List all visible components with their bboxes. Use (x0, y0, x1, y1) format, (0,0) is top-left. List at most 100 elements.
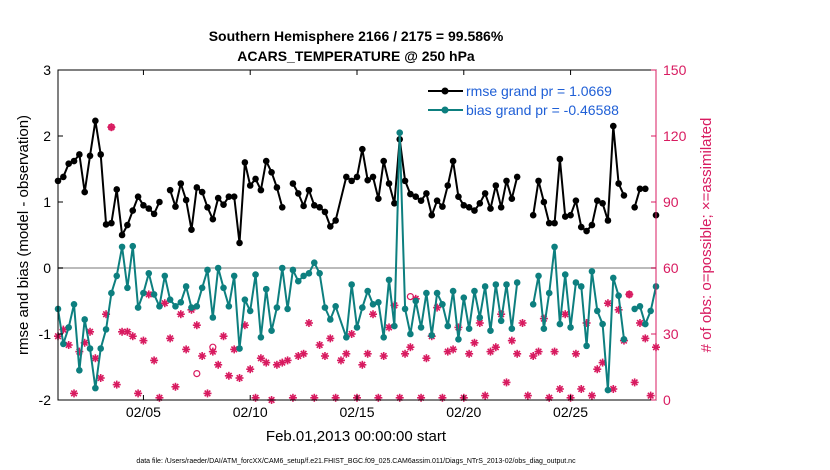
obs-assimilated-marker (561, 310, 570, 319)
bias-point (375, 299, 382, 306)
plot-background (58, 70, 656, 400)
bias-point (529, 301, 537, 308)
rmse-point (166, 186, 174, 194)
bias-point (348, 281, 355, 288)
obs-assimilated-marker (320, 352, 329, 360)
rmse-point (385, 180, 393, 187)
obs-assimilated-marker (577, 385, 586, 393)
bias-point (108, 289, 115, 297)
obs-assimilated-marker (379, 352, 388, 360)
obs-assimilated-marker (96, 374, 105, 382)
legend: rmse grand pr = 1.0669 bias grand pr = -… (428, 83, 619, 118)
obs-assimilated-marker (331, 393, 340, 402)
obs-assimilated-marker (304, 319, 313, 327)
bias-point (246, 307, 254, 315)
bias-point (86, 345, 94, 352)
rmse-line (169, 160, 284, 244)
bias-point (364, 287, 371, 295)
obs-assimilated-marker (155, 393, 164, 402)
bias-point (503, 281, 510, 288)
obs-assimilated-marker (603, 299, 612, 308)
bias-point (209, 314, 217, 321)
bias-point (81, 316, 88, 323)
obs-assimilated-marker (224, 371, 233, 380)
rmse-point (294, 190, 302, 197)
obs-possible-marker (209, 343, 217, 351)
rmse-point (540, 198, 548, 206)
bias-point (391, 322, 398, 330)
bias-point (140, 289, 147, 297)
y-right-tick-label: 90 (663, 194, 679, 210)
rmse-point (428, 211, 436, 219)
y-right-tick-label: 30 (663, 326, 679, 342)
bias-point (577, 283, 585, 290)
rmse-point (449, 157, 457, 165)
rmse-point (593, 197, 601, 204)
rmse-point (300, 202, 307, 210)
series-layer (54, 117, 660, 404)
rmse-point (348, 177, 355, 185)
rmse-point (124, 221, 131, 229)
bias-point (359, 304, 366, 311)
rmse-point (583, 227, 590, 235)
rmse-point (551, 219, 558, 227)
legend-rmse-marker (441, 87, 449, 95)
rmse-point (177, 180, 185, 187)
rmse-point (513, 173, 521, 181)
bias-point (407, 330, 414, 338)
rmse-point (321, 208, 329, 216)
bias-point (417, 324, 425, 331)
rmse-point (268, 169, 275, 176)
bias-point (412, 297, 420, 305)
bias-point (161, 272, 169, 280)
obs-assimilated-marker (630, 378, 639, 387)
obs-assimilated-marker (406, 343, 415, 352)
bias-point (556, 320, 564, 328)
rmse-point (273, 184, 281, 191)
obs-assimilated-marker (246, 365, 255, 374)
rmse-point (465, 203, 473, 211)
footer-data-file: data file: /Users/raeder/DAI/ATM_forcXX/… (136, 458, 576, 465)
obs-assimilated-marker (465, 349, 474, 358)
rmse-point (70, 157, 78, 165)
bias-point (449, 287, 457, 295)
bias-point (353, 324, 361, 331)
obs-possible-marker (193, 370, 201, 378)
obs-assimilated-marker (593, 365, 602, 374)
obs-assimilated-marker (534, 347, 543, 356)
bias-point (70, 301, 78, 308)
obs-assimilated-marker (502, 378, 511, 387)
bias-point (492, 281, 500, 288)
bias-point (642, 320, 649, 328)
rmse-point (246, 182, 254, 189)
bias-point (166, 296, 174, 303)
rmse-point (209, 215, 217, 223)
bias-point (572, 279, 580, 286)
obs-assimilated-marker (523, 391, 532, 400)
bias-point (316, 269, 323, 277)
obs-assimilated-marker (438, 393, 447, 402)
bias-point (156, 302, 163, 310)
obs-assimilated-marker (518, 319, 527, 327)
bias-point (540, 325, 548, 333)
obs-assimilated-marker (571, 349, 580, 358)
x-tick-label: 02/05 (126, 404, 161, 420)
bias-point (193, 302, 201, 310)
y-right-tick-label: 60 (663, 260, 679, 276)
obs-assimilated-marker (587, 391, 596, 400)
rmse-point (92, 117, 99, 125)
x-tick-label: 02/25 (553, 404, 588, 420)
obs-assimilated-marker (417, 393, 426, 402)
x-axis-label: Feb.01,2013 00:00:00 start (266, 428, 447, 445)
obs-assimilated-marker (491, 343, 500, 352)
y-axis-right: 0 30 60 90 120 150 (651, 62, 687, 408)
rmse-point (620, 192, 628, 199)
rmse-point (118, 231, 126, 239)
obs-assimilated-marker (646, 391, 655, 400)
bias-point (172, 302, 179, 310)
bias-point (60, 340, 67, 348)
rmse-point (481, 190, 489, 197)
obs-assimilated-marker (214, 360, 223, 369)
obs-assimilated-marker (326, 334, 335, 343)
rmse-point (198, 188, 206, 196)
